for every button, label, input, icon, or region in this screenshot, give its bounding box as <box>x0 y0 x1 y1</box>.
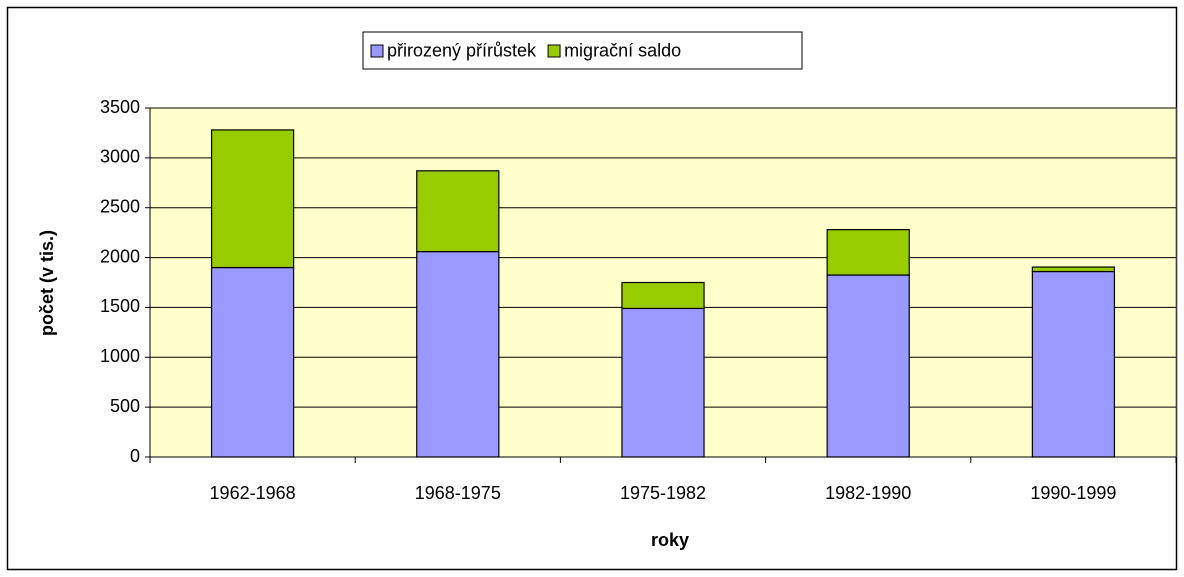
y-tick-label: 500 <box>110 396 140 416</box>
x-tick-label: 1968-1975 <box>415 483 501 503</box>
bar-segment <box>416 170 500 253</box>
y-tick-label: 3000 <box>100 147 140 167</box>
bar-segment <box>1031 266 1116 273</box>
y-tick-label: 3500 <box>100 97 140 117</box>
bar-segment <box>1031 270 1116 458</box>
y-tick-label: 0 <box>130 446 140 466</box>
x-tick-label: 1962-1968 <box>210 483 296 503</box>
y-tick-label: 2000 <box>100 246 140 266</box>
bar-segment <box>210 129 295 269</box>
bar-segment <box>416 250 500 458</box>
bar-segment <box>621 281 705 310</box>
legend-box <box>362 31 803 70</box>
x-tick-label: 1975-1982 <box>620 483 706 503</box>
legend-label: migrační saldo <box>564 40 681 60</box>
x-tick-label: 1990-1999 <box>1030 483 1116 503</box>
y-tick-label: 1000 <box>100 346 140 366</box>
x-axis-title: roky <box>651 530 689 550</box>
y-tick-label: 1500 <box>100 296 140 316</box>
legend-swatch <box>370 44 384 58</box>
bar-segment <box>621 307 705 458</box>
bar-segment <box>826 274 910 458</box>
legend-label: přirozený přírůstek <box>387 40 537 60</box>
bar-segment <box>210 266 295 458</box>
legend-swatch <box>547 44 561 58</box>
bar-segment <box>826 229 910 276</box>
x-tick-label: 1982-1990 <box>825 483 911 503</box>
y-tick-label: 2500 <box>100 196 140 216</box>
y-axis-title: počet (v tis.) <box>37 230 57 336</box>
